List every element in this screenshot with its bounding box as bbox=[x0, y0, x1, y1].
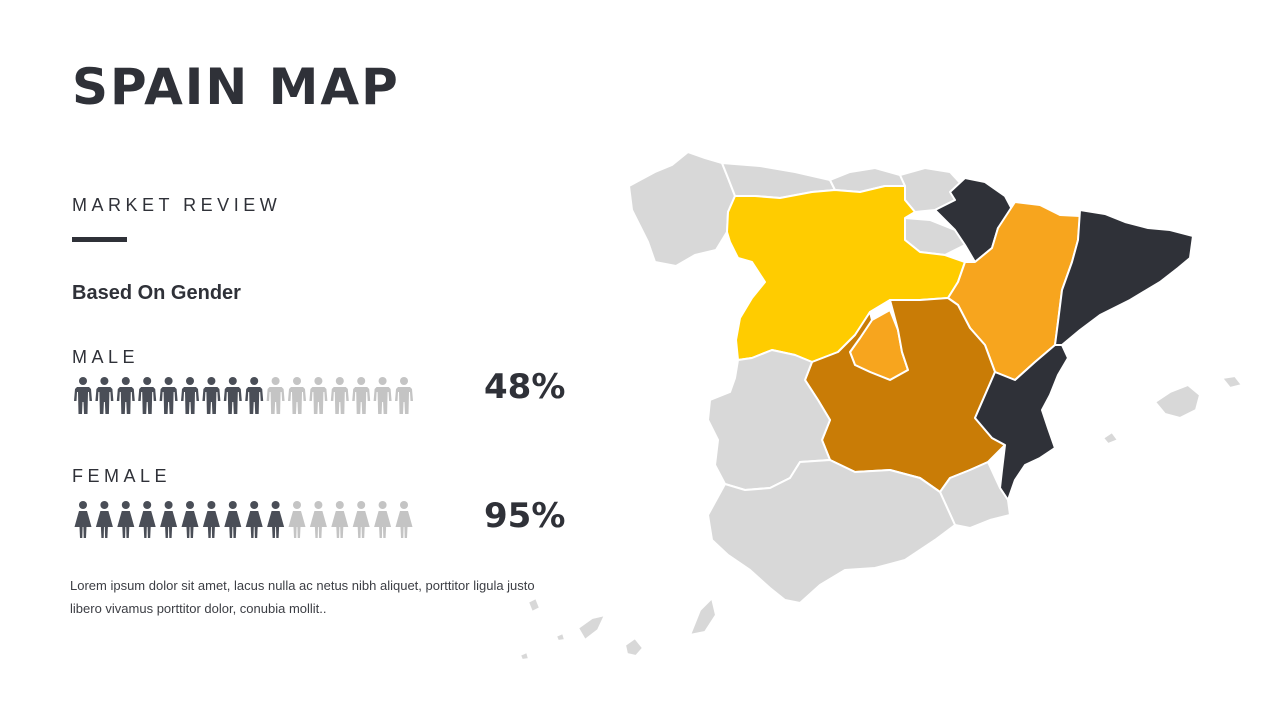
male-person-icon bbox=[116, 377, 135, 414]
male-person-icon bbox=[95, 377, 114, 414]
region-canary-6 bbox=[519, 651, 530, 661]
region-canary-5 bbox=[555, 632, 566, 642]
female-label: FEMALE bbox=[72, 466, 172, 486]
region-canary-1 bbox=[689, 597, 717, 636]
male-person-icon bbox=[138, 377, 157, 414]
region-ibiza bbox=[1102, 431, 1119, 445]
male-person-icon bbox=[159, 377, 178, 414]
female-percent: 95% bbox=[484, 496, 566, 536]
male-percent: 48% bbox=[484, 367, 566, 407]
region-catalonia bbox=[1054, 209, 1194, 346]
female-person-icon bbox=[202, 501, 220, 538]
male-person-icon bbox=[330, 377, 349, 414]
section-subtitle: MARKET REVIEW bbox=[72, 195, 282, 215]
spain-map bbox=[519, 151, 1243, 661]
title-divider bbox=[72, 237, 127, 242]
female-person-icon bbox=[352, 501, 370, 538]
male-person-icon bbox=[223, 377, 242, 414]
male-person-icon bbox=[288, 377, 306, 414]
female-person-icon bbox=[331, 501, 349, 538]
region-menorca bbox=[1221, 375, 1243, 389]
region-canary-2 bbox=[624, 637, 644, 657]
male-person-icon bbox=[266, 377, 285, 414]
description-text: Lorem ipsum dolor sit amet, lacus nulla … bbox=[70, 578, 535, 616]
region-valencia bbox=[974, 344, 1069, 501]
male-person-icon bbox=[245, 377, 264, 414]
male-person-icon bbox=[395, 377, 413, 414]
male-person-icon bbox=[74, 377, 92, 414]
female-person-icon bbox=[181, 501, 199, 538]
female-person-icon bbox=[267, 501, 285, 538]
female-person-icon bbox=[395, 501, 413, 538]
male-person-icon bbox=[373, 377, 392, 414]
page-title: SPAIN MAP bbox=[72, 58, 400, 116]
female-person-icon bbox=[138, 501, 156, 538]
female-person-icon bbox=[245, 501, 263, 538]
region-canary-4 bbox=[527, 597, 541, 613]
female-icon-row bbox=[74, 501, 413, 538]
female-person-icon bbox=[309, 501, 327, 538]
male-label: MALE bbox=[72, 347, 140, 367]
male-person-icon bbox=[352, 377, 371, 414]
region-canary-3 bbox=[577, 614, 606, 641]
female-person-icon bbox=[374, 501, 392, 538]
region-mallorca bbox=[1154, 384, 1201, 419]
female-person-icon bbox=[117, 501, 135, 538]
female-person-icon bbox=[288, 501, 306, 538]
female-person-icon bbox=[224, 501, 242, 538]
region-murcia bbox=[939, 461, 1011, 529]
female-person-icon bbox=[160, 501, 178, 538]
female-person-icon bbox=[74, 501, 92, 538]
male-person-icon bbox=[309, 377, 328, 414]
gender-heading: Based On Gender bbox=[72, 282, 241, 304]
region-andalusia bbox=[707, 459, 956, 604]
region-galicia bbox=[628, 151, 736, 267]
male-person-icon bbox=[181, 377, 199, 414]
male-person-icon bbox=[202, 377, 221, 414]
female-person-icon bbox=[95, 501, 113, 538]
male-icon-row bbox=[74, 377, 413, 414]
